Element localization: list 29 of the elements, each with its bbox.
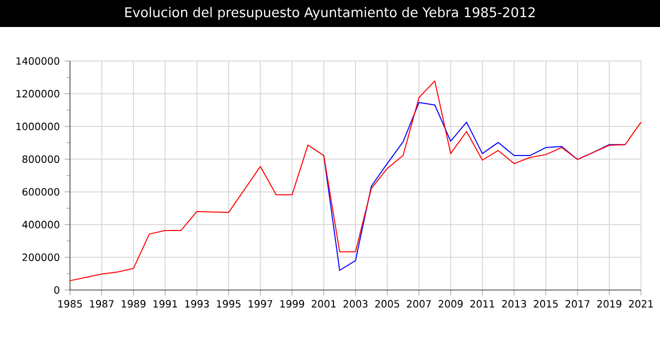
- x-tick-label: 2001: [312, 300, 336, 308]
- x-tick-label: 2017: [566, 300, 590, 308]
- x-tick-label: 1987: [90, 300, 114, 308]
- x-tick-label: 1991: [154, 300, 177, 308]
- y-tick-label: 1200000: [16, 90, 60, 98]
- x-tick-label: 2007: [406, 300, 431, 308]
- y-tick-label: 0: [54, 286, 60, 294]
- x-tick-label: 1999: [280, 300, 304, 308]
- y-tick-label: 1000000: [16, 122, 60, 130]
- x-tick-label: 2009: [438, 300, 463, 308]
- y-tick-label: 400000: [22, 220, 60, 228]
- line-series: [70, 80, 642, 282]
- x-tick-label: 2005: [375, 300, 400, 308]
- x-tick-label: 1989: [122, 300, 146, 308]
- y-tick-label: 1400000: [16, 57, 60, 65]
- x-tick-label: 2011: [470, 300, 494, 308]
- y-tick-label: 800000: [22, 155, 60, 163]
- x-tick-label: 2013: [502, 300, 526, 308]
- x-tick-label: 1997: [248, 300, 272, 308]
- chart-title: Evolucion del presupuesto Ayuntamiento de Yebra 1985-2012: [125, 7, 535, 20]
- x-tick-label: 2003: [344, 300, 368, 308]
- x-tick-label: 1985: [58, 300, 82, 308]
- x-tick-label: 2019: [597, 300, 622, 308]
- y-tick-label: 200000: [22, 254, 60, 262]
- y-tick-label: 600000: [22, 188, 60, 196]
- x-tick-label: 1995: [216, 300, 240, 308]
- x-tick-label: 2015: [534, 300, 558, 308]
- x-tick-label: 1993: [185, 300, 209, 308]
- x-tick-label: 2021: [629, 300, 653, 308]
